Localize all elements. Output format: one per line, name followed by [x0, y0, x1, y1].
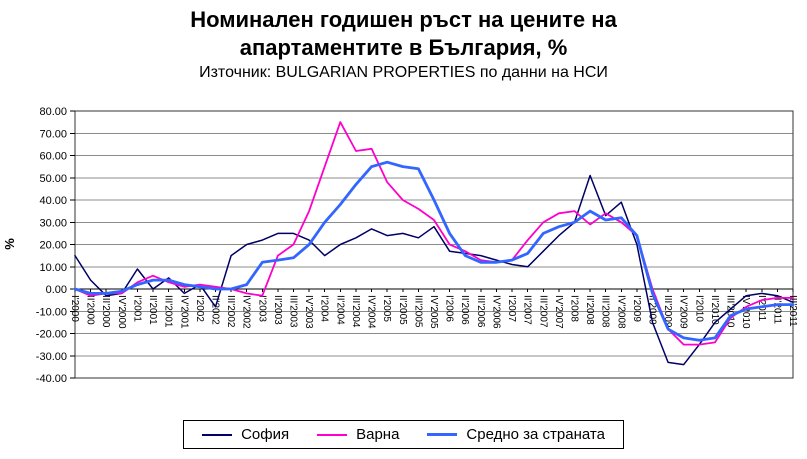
x-tick-label: IV'2010	[740, 295, 751, 329]
legend-label-varna: Варна	[356, 426, 400, 443]
series-line-2	[73, 160, 795, 342]
legend-swatch-sofia	[202, 433, 233, 436]
x-tick-label: IV'2004	[366, 295, 377, 329]
x-tick-label: III'2001	[163, 295, 174, 328]
chart-title: Номинален годишен ръст на цените на апар…	[0, 0, 807, 61]
x-tick-label: I'2011	[756, 295, 767, 322]
x-tick-label: IV'2006	[490, 295, 501, 329]
x-tick-label: III'2010	[725, 295, 736, 328]
y-tick-label: 10.00	[39, 262, 67, 274]
x-tick-label: II'2000	[85, 295, 96, 325]
x-tick-label: III'2003	[288, 295, 299, 328]
legend-item-average: Средно за страната	[427, 426, 605, 443]
x-tick-label: IV'2003	[303, 295, 314, 329]
legend: София Варна Средно за страната	[0, 420, 807, 449]
y-tick-label: 20.00	[39, 240, 67, 252]
x-tick-label: I'2007	[506, 295, 517, 322]
x-tick-label: I'2003	[256, 295, 267, 322]
x-tick-label: I'2004	[319, 295, 330, 322]
legend-label-average: Средно за страната	[466, 426, 605, 443]
y-axis-title: %	[2, 238, 17, 250]
x-tick-label: II'2009	[647, 295, 658, 325]
x-tick-label: IV'2000	[116, 295, 127, 329]
x-tick-label: II'2008	[584, 295, 595, 325]
x-tick-label: II'2006	[459, 295, 470, 325]
x-tick-label: III'2009	[662, 295, 673, 328]
x-tick-label: I'2010	[693, 295, 704, 322]
x-tick-label: III'2008	[600, 295, 611, 328]
legend-box: София Варна Средно за страната	[183, 420, 624, 449]
x-tick-label: IV'2005	[428, 295, 439, 329]
x-tick-label: II'2010	[709, 295, 720, 325]
y-tick-label: 70.00	[39, 128, 67, 140]
chart-svg: % 80.00 70.00 60.00 50.00 40.00 30.00 20.00 10.…	[2, 106, 798, 385]
x-tick-label: IV'2001	[178, 295, 189, 329]
x-tick-label: II'2004	[334, 295, 345, 325]
y-tick-label: -20.00	[36, 329, 67, 341]
legend-swatch-varna	[317, 433, 348, 436]
y-tick-label: -10.00	[36, 306, 67, 318]
y-tick-label: 50.00	[39, 173, 67, 185]
x-tick-label: II'2011	[771, 295, 782, 324]
y-tick-label: 30.00	[39, 217, 67, 229]
x-tick-label: I'2009	[631, 295, 642, 322]
x-tick-label: II'2005	[397, 295, 408, 325]
x-tick-label: II'2003	[272, 295, 283, 325]
x-tick-label: III'2005	[412, 295, 423, 328]
x-tick-label: II'2007	[522, 295, 533, 325]
x-tick-label: IV'2007	[553, 295, 564, 329]
x-tick-label: I'2006	[444, 295, 455, 322]
y-tick-label: 40.00	[39, 195, 67, 207]
legend-item-varna: Варна	[317, 426, 399, 443]
x-tick-label: III'2002	[225, 295, 236, 328]
x-tick-label: IV'2002	[241, 295, 252, 329]
chart-title-line2: апартаментите в България, %	[239, 34, 568, 60]
x-tick-label: III'2011	[787, 295, 798, 327]
x-tick-label: I'2000	[69, 295, 80, 322]
legend-item-sofia: София	[202, 426, 289, 443]
x-tick-label: IV'2008	[615, 295, 626, 329]
x-tick-label: III'2007	[537, 295, 548, 328]
y-tick-label: -30.00	[36, 351, 67, 363]
chart-subtitle: Източник: BULGARIAN PROPERTIES по данни …	[199, 64, 608, 81]
x-tick-label: III'2006	[475, 295, 486, 328]
chart-title-line1: Номинален годишен ръст на цените на	[190, 7, 617, 32]
y-tick-label: -40.00	[36, 373, 67, 385]
series-line-0	[74, 174, 794, 366]
legend-swatch-average	[427, 433, 458, 436]
y-tick-label: 80.00	[39, 106, 67, 118]
x-tick-label: I'2001	[131, 295, 142, 322]
x-tick-label: II'2001	[147, 295, 158, 325]
x-tick-label: IV'2009	[678, 295, 689, 329]
x-tick-label: I'2002	[194, 295, 205, 322]
x-tick-label: II'2002	[209, 295, 220, 325]
y-tick-label: 0.00	[46, 284, 67, 296]
x-tick-label: I'2008	[568, 295, 579, 322]
x-tick-label: I'2005	[381, 295, 392, 322]
x-tick-label: III'2000	[100, 295, 111, 328]
legend-label-sofia: София	[241, 426, 290, 443]
x-tick-label: III'2004	[350, 295, 361, 328]
y-tick-label: 60.00	[39, 151, 67, 163]
